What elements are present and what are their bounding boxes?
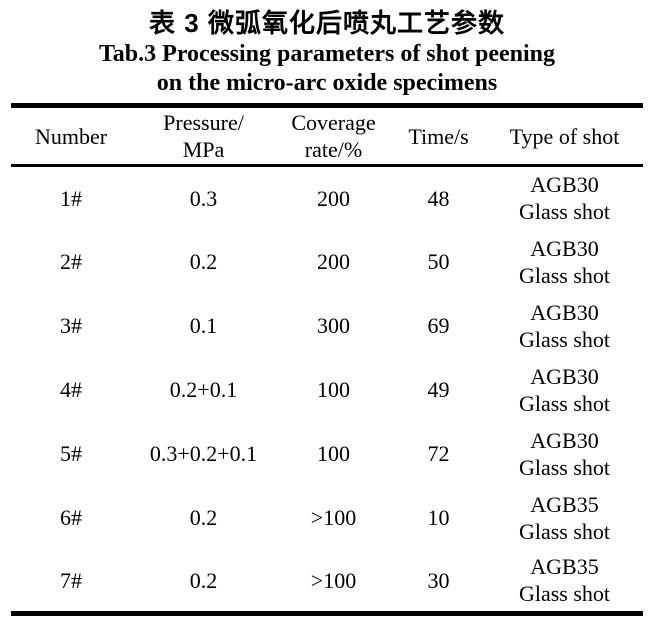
- cell-number: 6#: [60, 505, 82, 530]
- cell-coverage: 100: [317, 441, 350, 466]
- header-label: MPa: [182, 137, 225, 162]
- table-caption-chinese: 表 3 微弧氧化后喷丸工艺参数: [149, 8, 505, 38]
- shot-grade: AGB35: [530, 491, 599, 517]
- cell-coverage: >100: [310, 505, 357, 530]
- header-label: Pressure/: [163, 110, 244, 135]
- cell-pressure: 0.2: [189, 505, 218, 530]
- header-label: Type of shot: [509, 123, 620, 149]
- cell-coverage: 200: [317, 185, 350, 211]
- cell-pressure: 0.2+0.1: [169, 377, 238, 402]
- cell-time: 10: [427, 505, 450, 530]
- cell-number: 3#: [60, 313, 82, 338]
- table-row: 3# 0.1 300 69 AGB30 Glass shot: [11, 294, 643, 358]
- table-row: 1# 0.3 200 48 AGB30 Glass shot: [11, 166, 643, 230]
- shot-grade: AGB35: [530, 554, 599, 580]
- shot-grade: AGB30: [530, 235, 599, 261]
- table-row: 4# 0.2+0.1 100 49 AGB30 Glass shot: [11, 358, 643, 422]
- shot-material: Glass shot: [518, 390, 611, 416]
- cell-number: 1#: [60, 185, 82, 211]
- cell-coverage: 300: [317, 313, 350, 338]
- table-row: 6# 0.2 >100 10 AGB35 Glass shot: [11, 486, 643, 550]
- cell-shot-type: AGB30 Glass shot: [486, 422, 643, 486]
- shot-material: Glass shot: [518, 454, 611, 480]
- cell-shot-type: AGB30 Glass shot: [486, 294, 643, 358]
- cell-number: 5#: [60, 441, 82, 466]
- cell-time: 49: [427, 377, 450, 402]
- cell-shot-type: AGB30 Glass shot: [486, 230, 643, 294]
- shot-material: Glass shot: [518, 581, 611, 607]
- header-label: Coverage: [291, 110, 376, 135]
- shot-peening-parameters-table: Number Pressure/ MPa Coverage rate/% Tim…: [11, 103, 643, 616]
- cell-number: 7#: [60, 567, 82, 593]
- cell-shot-type: AGB30 Glass shot: [486, 166, 643, 230]
- cell-pressure: 0.3: [189, 185, 218, 211]
- header-label: Time/s: [408, 123, 469, 149]
- table-row: 2# 0.2 200 50 AGB30 Glass shot: [11, 230, 643, 294]
- table-caption-english-line2: on the micro-arc oxide specimens: [156, 70, 498, 96]
- column-header-number: Number: [11, 106, 131, 166]
- cell-pressure: 0.2: [189, 249, 218, 274]
- cell-coverage: >100: [310, 567, 357, 593]
- cell-pressure: 0.3+0.2+0.1: [149, 441, 258, 466]
- shot-material: Glass shot: [518, 199, 611, 225]
- column-header-pressure: Pressure/ MPa: [131, 106, 276, 166]
- cell-shot-type: AGB30 Glass shot: [486, 358, 643, 422]
- cell-time: 50: [427, 249, 450, 274]
- cell-time: 48: [427, 185, 450, 211]
- header-row: Number Pressure/ MPa Coverage rate/% Tim…: [11, 106, 643, 166]
- cell-time: 69: [427, 313, 450, 338]
- shot-grade: AGB30: [530, 299, 599, 325]
- cell-time: 30: [427, 567, 450, 593]
- shot-material: Glass shot: [518, 518, 611, 544]
- cell-number: 4#: [60, 377, 82, 402]
- column-header-coverage: Coverage rate/%: [276, 106, 391, 166]
- shot-grade: AGB30: [530, 427, 599, 453]
- table-caption-english-line1: Tab.3 Processing parameters of shot peen…: [99, 41, 555, 67]
- cell-pressure: 0.1: [189, 313, 218, 338]
- shot-material: Glass shot: [518, 262, 611, 288]
- cell-number: 2#: [60, 249, 82, 274]
- column-header-shot-type: Type of shot: [486, 106, 643, 166]
- column-header-time: Time/s: [391, 106, 486, 166]
- shot-grade: AGB30: [530, 363, 599, 389]
- shot-grade: AGB30: [530, 172, 599, 198]
- cell-coverage: 100: [317, 377, 350, 402]
- header-label: Number: [34, 123, 108, 149]
- cell-coverage: 200: [317, 249, 350, 274]
- cell-pressure: 0.2: [189, 567, 218, 593]
- cell-shot-type: AGB35 Glass shot: [486, 550, 643, 614]
- cell-shot-type: AGB35 Glass shot: [486, 486, 643, 550]
- header-label: rate/%: [304, 137, 363, 162]
- table-row: 7# 0.2 >100 30 AGB35 Glass shot: [11, 550, 643, 614]
- table-row: 5# 0.3+0.2+0.1 100 72 AGB30 Glass shot: [11, 422, 643, 486]
- cell-time: 72: [427, 441, 450, 466]
- shot-material: Glass shot: [518, 326, 611, 352]
